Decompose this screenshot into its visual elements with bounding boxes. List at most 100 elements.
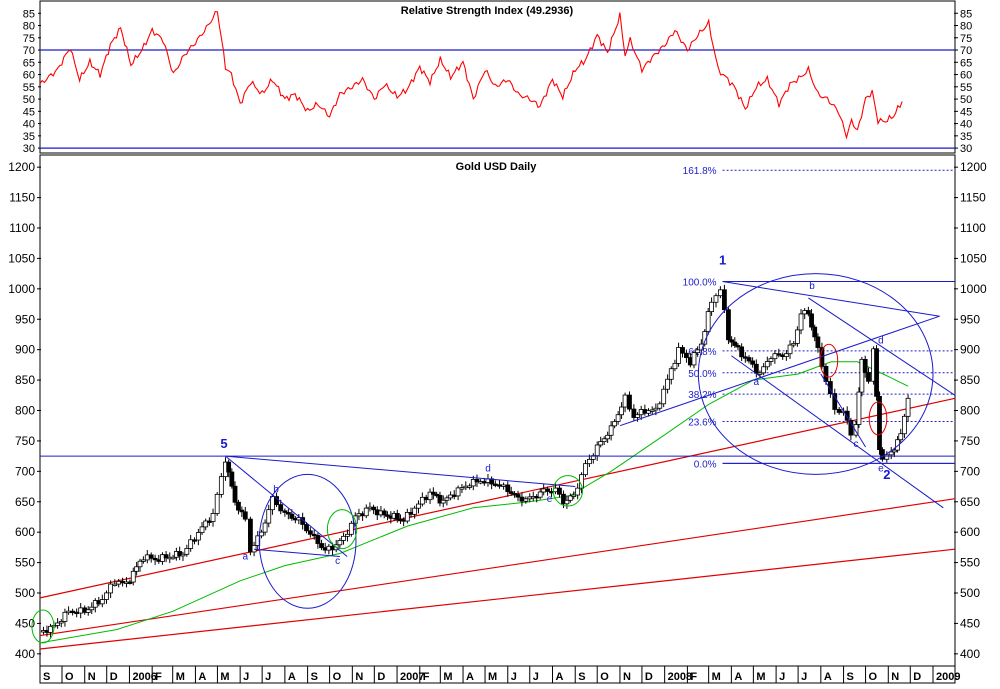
candle-body — [412, 507, 418, 515]
candle-body — [884, 454, 890, 460]
price-tick-label-left: 450 — [15, 616, 35, 630]
candle-body — [541, 488, 547, 493]
price-tick-label-left: 950 — [15, 312, 35, 326]
rsi-tick-label-left: 70 — [23, 45, 35, 57]
price-tick-label-right: 1000 — [960, 282, 987, 296]
candle-body — [451, 494, 457, 497]
candle-body — [605, 434, 611, 440]
candle-body — [188, 539, 194, 549]
candle-body — [210, 513, 216, 522]
x-tick-label: M — [176, 671, 185, 683]
wave-label-minor: b — [809, 281, 815, 292]
candle-body — [455, 487, 461, 497]
candle-body — [772, 353, 778, 360]
candle-body — [853, 424, 859, 436]
candle-body — [750, 360, 756, 365]
rsi-title: Relative Strength Index (49.2936) — [401, 5, 574, 17]
x-tick-label: S — [578, 671, 585, 683]
rsi-tick-label-right: 80 — [960, 21, 972, 33]
candle-body — [561, 493, 566, 505]
candle-body — [676, 347, 681, 364]
candle-body — [809, 313, 814, 328]
candlesticks — [41, 284, 911, 638]
candle-body — [70, 610, 76, 614]
rsi-tick-label-left: 35 — [23, 131, 35, 143]
x-tick-label: F — [423, 671, 430, 683]
rsi-reference-lines — [40, 49, 955, 149]
candle-body — [787, 344, 793, 355]
candle-body — [144, 554, 150, 561]
candle-body — [735, 345, 741, 348]
candle-body — [866, 372, 871, 382]
x-tick-label: N — [891, 671, 899, 683]
rsi-series — [39, 10, 903, 140]
candle-body — [497, 484, 502, 487]
price-tick-label-left: 1200 — [8, 160, 35, 174]
candle-body — [649, 409, 655, 412]
price-tick-label-left: 400 — [15, 647, 35, 661]
candle-body — [815, 336, 821, 348]
rsi-tick-label-left: 75 — [23, 33, 35, 45]
fib-level-label: 61.8% — [688, 347, 716, 358]
rsi-tick-label-left: 50 — [23, 94, 35, 106]
price-tick-label-right: 450 — [960, 616, 980, 630]
price-tick-label-right: 500 — [960, 586, 980, 600]
fib-level-label: 100.0% — [683, 278, 717, 289]
rsi-tick-label-right: 35 — [960, 131, 972, 143]
candle-body — [905, 397, 911, 417]
candle-body — [177, 551, 183, 557]
candle-body — [594, 444, 600, 457]
candle-body — [120, 580, 126, 584]
fib-level-label: 38.2% — [688, 390, 716, 401]
price-tick-label-right: 950 — [960, 312, 980, 326]
fib-level-label: 0.0% — [694, 459, 717, 470]
candle-body — [729, 339, 735, 343]
candle-body — [104, 592, 109, 600]
candle-body — [311, 533, 317, 537]
wave-label-minor: a — [754, 377, 760, 388]
candle-body — [266, 509, 272, 524]
candle-body — [89, 606, 95, 611]
rsi-tick-label-right: 40 — [960, 119, 972, 131]
candle-body — [768, 358, 774, 362]
price-tick-label-left: 1050 — [8, 251, 35, 265]
candle-body — [557, 487, 562, 495]
x-tick-label: F — [155, 671, 162, 683]
x-tick-label: 2006 — [132, 671, 156, 683]
x-tick-label: S — [311, 671, 318, 683]
wave-label-minor: c — [854, 439, 859, 450]
x-tick-label: J — [533, 671, 539, 683]
candle-body — [226, 461, 232, 473]
x-tick-label: S — [847, 671, 854, 683]
x-tick-label: M — [756, 671, 765, 683]
rsi-tick-label-right: 75 — [960, 33, 972, 45]
price-axis-right: 1200 1150 1100 1050 1000 950 900 850 800 750 700 65… — [954, 160, 987, 661]
candle-body — [564, 499, 570, 505]
candle-body — [874, 348, 879, 397]
candle-body — [836, 409, 842, 413]
candle-body — [713, 295, 719, 303]
candle-body — [192, 539, 197, 542]
candle-body — [184, 548, 190, 555]
price-tick-label-left: 1000 — [8, 282, 35, 296]
x-tick-label: O — [333, 671, 342, 683]
x-tick-label: A — [288, 671, 296, 683]
blue-ellipse — [697, 273, 934, 475]
candle-body — [423, 496, 429, 501]
price-tick-label-left: 550 — [15, 556, 35, 570]
candle-body — [601, 438, 607, 443]
x-tick-label: J — [243, 671, 249, 683]
candle-body — [523, 498, 529, 502]
candle-body — [635, 414, 640, 418]
x-tick-label: A — [555, 671, 563, 683]
price-tick-label-right: 1150 — [960, 191, 986, 205]
x-tick-label: N — [355, 671, 363, 683]
candle-body — [757, 372, 763, 375]
rsi-tick-label-left: 80 — [23, 21, 35, 33]
candle-body — [515, 494, 521, 498]
wave-labels: 5 1 2 a b c d e a b c d e — [220, 253, 890, 567]
wave-label-minor: e — [878, 463, 884, 474]
candle-body — [709, 301, 714, 313]
candle-body — [218, 476, 224, 495]
